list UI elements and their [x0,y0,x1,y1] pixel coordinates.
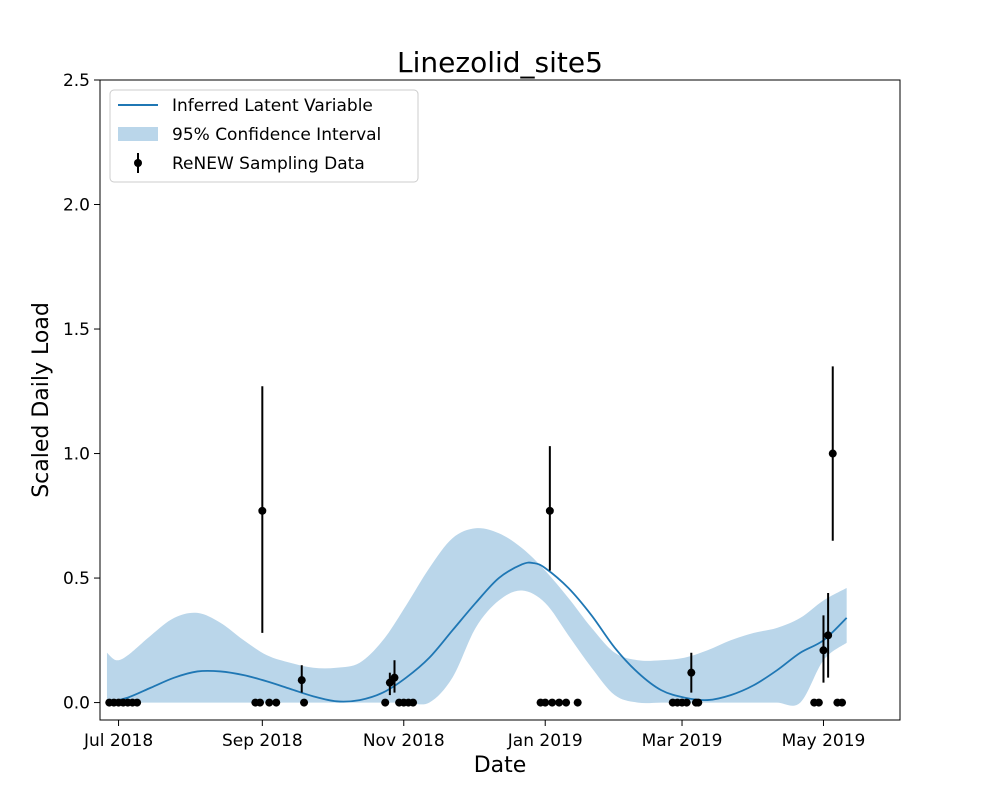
legend-point-swatch [134,159,142,167]
x-tick-label: Sep 2018 [222,731,303,751]
data-point [814,698,823,707]
x-tick-label: Nov 2018 [363,731,445,751]
legend-label-band: 95% Confidence Interval [172,125,381,145]
data-point [545,506,554,515]
x-tick-label: Jan 2019 [507,731,583,751]
data-point [256,698,264,707]
y-tick-label: 2.5 [63,71,90,91]
latent-variable-line [106,561,848,704]
data-point [562,698,571,707]
legend-band-swatch [118,127,158,141]
data-point [819,646,828,655]
y-tick-label: 1.5 [63,320,90,340]
data-point [272,698,281,707]
data-point [824,631,833,640]
data-point [682,698,691,707]
confidence-interval-band [106,528,847,706]
data-point [265,698,274,707]
y-axis: 0.0 0.5 1.0 1.5 2.0 2.5 [63,71,100,714]
data-point [694,698,703,707]
x-axis: Jul 2018 Sep 2018 Nov 2018 Jan 2019 Mar 2019… [83,720,865,751]
data-point [133,698,142,707]
data-point [541,698,550,707]
x-tick-label: May 2019 [782,731,866,751]
data-point [297,676,306,685]
y-tick-label: 0.5 [63,569,90,589]
x-tick-label: Mar 2019 [642,731,723,751]
data-point [300,698,309,707]
legend-box [109,89,419,183]
data-point [258,506,267,515]
data-point [409,698,418,707]
plot-area [99,79,901,721]
legend-label-points: ReNEW Sampling Data [172,154,365,174]
data-point [390,673,399,682]
data-point [687,668,696,677]
y-tick-label: 2.0 [63,196,90,216]
legend-label-line: Inferred Latent Variable [172,96,373,116]
data-point [838,698,847,707]
x-axis-label: Date [474,753,527,778]
sampling-points [105,366,847,707]
data-point [381,698,390,707]
data-point [548,698,557,707]
chart-title: Linezolid_site5 [397,46,603,79]
y-tick-label: 0.0 [63,694,90,714]
legend: Inferred Latent Variable 95% Confidence … [109,89,419,183]
data-point [828,449,837,458]
data-point [555,698,564,707]
plot-background [100,80,900,720]
x-tick-label: Jul 2018 [83,731,153,751]
plot-frame [99,79,901,721]
y-tick-label: 1.0 [63,445,90,465]
y-axis-label: Scaled Daily Load [29,302,54,498]
data-point [573,698,582,707]
